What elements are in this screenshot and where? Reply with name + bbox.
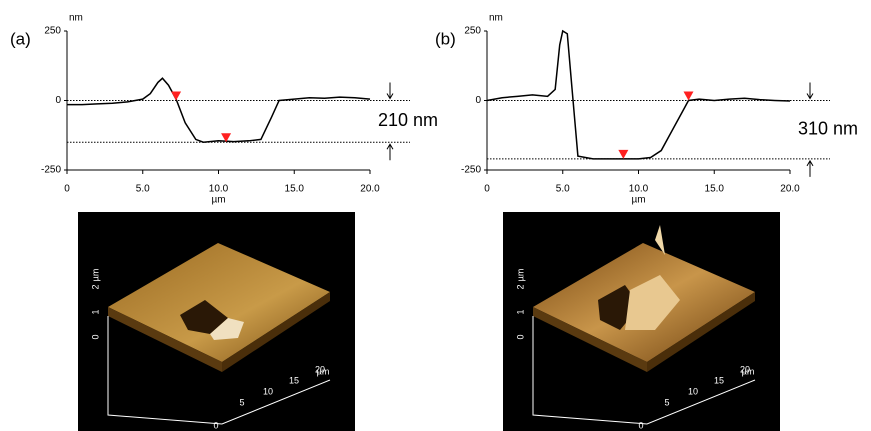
dimension-arrow [386, 82, 394, 161]
cursor-marker [171, 91, 182, 101]
x-tick-label: 5.0 [136, 184, 150, 195]
x-tick-label: 5.0 [556, 184, 570, 195]
y-unit: nm [69, 13, 83, 24]
x-tick-label: 10.0 [209, 184, 229, 195]
y-unit: nm [489, 13, 503, 24]
dimension-arrow [806, 82, 814, 177]
xy-tick-label: 0 [638, 420, 643, 430]
z-tick-label: 2 [515, 284, 525, 289]
z-tick-label: 1 [90, 309, 100, 314]
xy-tick-label: 20 [315, 364, 325, 374]
xy-tick-label: 5 [664, 397, 669, 407]
y-tick-label: -250 [461, 165, 481, 176]
cursor-marker [683, 91, 694, 101]
x-tick-label: 20.0 [360, 184, 380, 195]
y-tick-label: 0 [475, 95, 481, 106]
z-label: µm [515, 269, 525, 282]
z-tick-label: 1 [515, 309, 525, 314]
xy-tick-label: 15 [289, 375, 299, 385]
z-tick-label: 0 [515, 334, 525, 339]
xy-tick-label: 10 [263, 386, 273, 396]
cursor-marker [618, 149, 629, 159]
profile-line [486, 29, 791, 160]
x-label: µm [211, 195, 225, 206]
xy-label: µm [742, 366, 755, 376]
xy-tick-label: 0 [213, 420, 218, 430]
y-tick-label: -250 [41, 165, 61, 176]
surface-image-a [78, 212, 355, 431]
annotation: 210 nm [378, 110, 438, 130]
surface-image-b [503, 212, 780, 431]
xy-tick-label: 5 [239, 397, 244, 407]
z-tick-label: 0 [90, 334, 100, 339]
xy-tick-label: 20 [740, 364, 750, 374]
y-tick-label: 250 [44, 26, 61, 37]
annotation: 310 nm [798, 118, 858, 138]
panel-label: (b) [435, 29, 456, 48]
x-tick-label: 15.0 [705, 184, 725, 195]
z-label: µm [90, 269, 100, 282]
y-tick-label: 0 [55, 95, 61, 106]
y-tick-label: 250 [464, 26, 481, 37]
x-tick-label: 10.0 [629, 184, 649, 195]
profile-line [67, 77, 371, 143]
cursor-marker [221, 133, 232, 143]
x-tick-label: 20.0 [780, 184, 800, 195]
x-label: µm [631, 195, 645, 206]
x-tick-label: 0 [64, 184, 70, 195]
panel-label: (a) [10, 29, 31, 48]
xy-tick-label: 10 [688, 386, 698, 396]
z-tick-label: 2 [90, 284, 100, 289]
xy-label: µm [317, 366, 330, 376]
xy-tick-label: 15 [714, 375, 724, 385]
x-tick-label: 15.0 [285, 184, 305, 195]
x-tick-label: 0 [484, 184, 490, 195]
